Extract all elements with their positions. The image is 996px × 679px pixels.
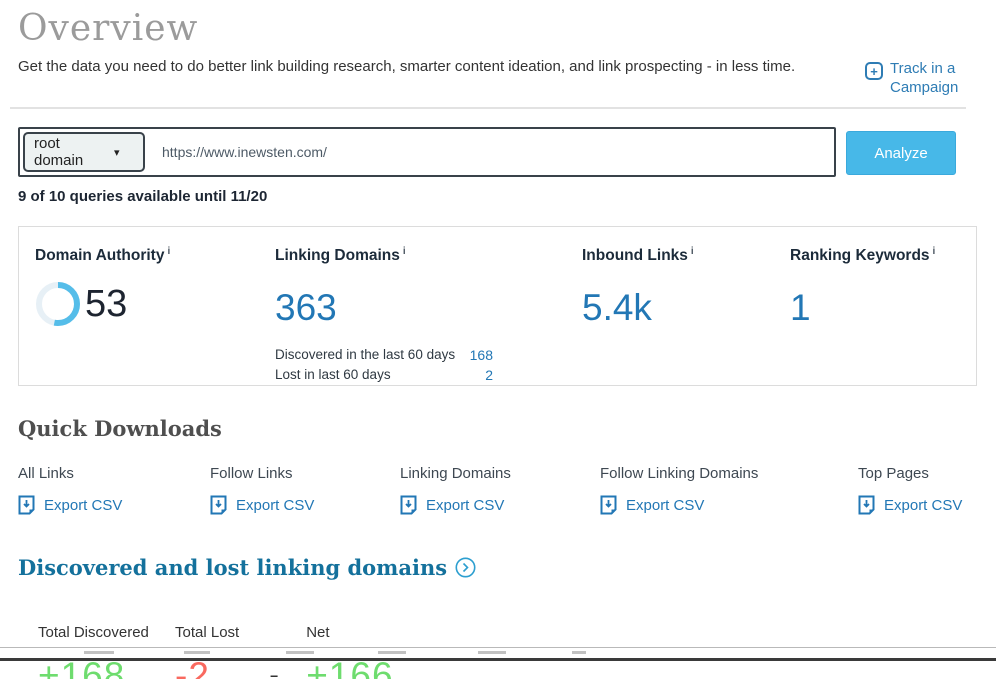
ranking-keywords-value: 1 — [790, 287, 960, 329]
download-label: Top Pages — [858, 465, 962, 482]
chevron-right-circle-icon — [455, 557, 476, 578]
metric-label: Ranking Keywords — [790, 247, 930, 264]
scope-dropdown[interactable]: root domain ▾ — [23, 132, 145, 172]
linking-domains-substats: Discovered in the last 60 days 168 Lost … — [275, 345, 493, 385]
analyze-button[interactable]: Analyze — [846, 131, 956, 175]
metrics-panel: Domain Authorityi 53 Linking Domainsi 36… — [18, 226, 977, 386]
stat-label: Total Lost — [175, 624, 270, 641]
export-csv-label: Export CSV — [44, 497, 122, 514]
export-csv-link[interactable]: Export CSV — [600, 495, 858, 515]
export-csv-link[interactable]: Export CSV — [400, 495, 600, 515]
download-label: Follow Linking Domains — [600, 465, 858, 482]
export-csv-label: Export CSV — [884, 497, 962, 514]
chart-tick — [286, 651, 314, 654]
chart-tick — [478, 651, 506, 654]
stat-label: Total Discovered — [38, 624, 175, 641]
chart-tick — [572, 651, 586, 654]
substat-value: 168 — [470, 345, 493, 365]
metric-ranking-keywords: Ranking Keywordsi 1 — [790, 246, 960, 367]
download-file-icon — [600, 495, 617, 515]
metric-domain-authority: Domain Authorityi 53 — [35, 246, 275, 367]
metric-label: Domain Authority — [35, 247, 164, 264]
substat-value: 2 — [485, 365, 493, 385]
export-csv-label: Export CSV — [426, 497, 504, 514]
download-label: Linking Domains — [400, 465, 600, 482]
download-all-links: All Links Export CSV — [18, 465, 210, 515]
download-follow-links: Follow Links Export CSV — [210, 465, 400, 515]
chart-tick — [84, 651, 114, 654]
domain-authority-value: 53 — [85, 283, 127, 326]
export-csv-label: Export CSV — [626, 497, 704, 514]
download-follow-linking-domains: Follow Linking Domains Export CSV — [600, 465, 858, 515]
analyze-form: root domain ▾ Analyze — [18, 127, 978, 177]
metric-label: Linking Domains — [275, 247, 400, 264]
substat-row: Discovered in the last 60 days 168 — [275, 345, 493, 365]
quick-downloads-row: All Links Export CSV Follow Links Export… — [18, 465, 978, 515]
substat-label: Discovered in the last 60 days — [275, 345, 455, 365]
page-bottom-border — [0, 658, 996, 661]
equals-sign: = — [270, 670, 278, 679]
info-icon[interactable]: i — [167, 246, 170, 257]
header-divider — [10, 107, 966, 109]
download-linking-domains: Linking Domains Export CSV — [400, 465, 600, 515]
export-csv-link[interactable]: Export CSV — [210, 495, 400, 515]
metric-linking-domains: Linking Domainsi 363 Discovered in the l… — [275, 246, 582, 367]
download-label: All Links — [18, 465, 210, 482]
export-csv-link[interactable]: Export CSV — [18, 495, 210, 515]
stat-label: Net — [306, 624, 393, 641]
substat-label: Lost in last 60 days — [275, 365, 391, 385]
download-file-icon — [18, 495, 35, 515]
metric-label: Inbound Links — [582, 247, 688, 264]
page-title: Overview — [18, 0, 978, 49]
info-icon[interactable]: i — [933, 246, 936, 257]
export-csv-label: Export CSV — [236, 497, 314, 514]
chevron-down-icon: ▾ — [114, 146, 120, 159]
export-csv-link[interactable]: Export CSV — [858, 495, 962, 515]
queries-remaining-note: 9 of 10 queries available until 11/20 — [18, 188, 978, 205]
download-label: Follow Links — [210, 465, 400, 482]
domain-authority-donut — [35, 281, 81, 327]
info-icon[interactable]: i — [403, 246, 406, 257]
discovered-lost-title: Discovered and lost linking domains — [18, 555, 447, 580]
track-in-campaign-link[interactable]: + Track in a Campaign — [865, 57, 978, 97]
chart-top-divider — [0, 647, 996, 648]
substat-row: Lost in last 60 days 2 — [275, 365, 493, 385]
search-box: root domain ▾ — [18, 127, 836, 177]
metric-inbound-links: Inbound Linksi 5.4k — [582, 246, 790, 367]
inbound-links-value: 5.4k — [582, 287, 790, 329]
quick-downloads-title: Quick Downloads — [18, 416, 978, 441]
page-description: Get the data you need to do better link … — [18, 57, 798, 97]
discovered-lost-heading[interactable]: Discovered and lost linking domains — [18, 555, 978, 580]
chart-tick — [184, 651, 210, 654]
download-file-icon — [858, 495, 875, 515]
link-explorer-overview-page: Overview Get the data you need to do bet… — [0, 0, 996, 679]
info-icon[interactable]: i — [691, 246, 694, 257]
url-input[interactable] — [148, 129, 834, 175]
download-top-pages: Top Pages Export CSV — [858, 465, 962, 515]
scope-dropdown-value: root domain — [34, 135, 112, 169]
track-in-campaign-label: Track in a Campaign — [890, 59, 978, 97]
plus-icon: + — [865, 62, 883, 80]
chart-tick — [378, 651, 406, 654]
linking-domains-value: 363 — [275, 287, 582, 329]
download-file-icon — [400, 495, 417, 515]
download-file-icon — [210, 495, 227, 515]
discovered-lost-stats: Total Discovered +168 Total Lost -2 = Ne… — [38, 624, 978, 679]
